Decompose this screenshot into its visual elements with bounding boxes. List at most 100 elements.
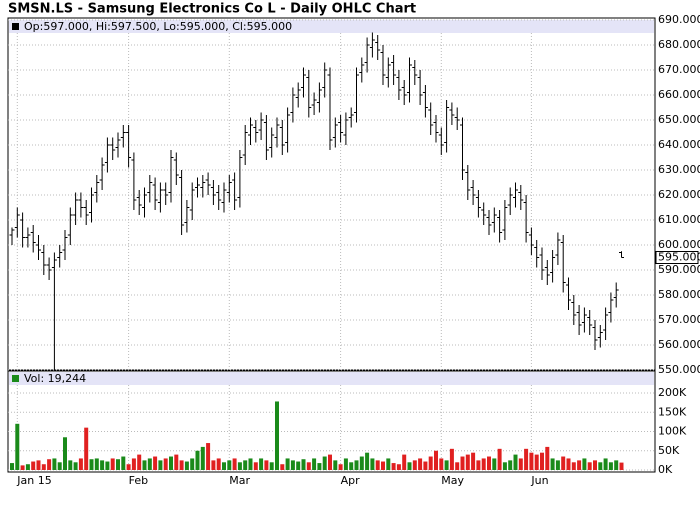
volume-bar <box>15 423 20 470</box>
volume-bar <box>121 456 126 470</box>
volume-bar <box>200 446 205 470</box>
volume-legend: Vol: 19,244 <box>24 372 86 385</box>
volume-bar <box>550 458 555 470</box>
volume-bar <box>444 460 449 470</box>
volume-bar <box>105 461 110 470</box>
volume-bar <box>296 461 301 470</box>
y-tick-label: 680.000 <box>658 38 700 51</box>
volume-bar <box>301 459 306 470</box>
volume-bar <box>566 458 571 470</box>
y-tick-label: 560.000 <box>658 338 700 351</box>
volume-bar <box>497 448 502 470</box>
volume-bar <box>481 458 486 470</box>
y-tick-label: 670.000 <box>658 63 700 76</box>
volume-bar <box>142 460 147 470</box>
y-tick-label: 620.000 <box>658 188 700 201</box>
volume-bar <box>418 458 423 470</box>
y-tick-label: 600.000 <box>658 238 700 251</box>
volume-bar <box>31 461 36 470</box>
volume-bar <box>158 460 163 470</box>
x-tick-label: May <box>441 474 464 487</box>
volume-bar <box>306 462 311 470</box>
volume-bar <box>614 460 619 470</box>
volume-bar <box>264 460 269 470</box>
volume-bar <box>349 462 354 470</box>
volume-bar <box>375 460 380 470</box>
volume-bar <box>513 454 518 470</box>
volume-bar <box>428 456 433 470</box>
volume-bar <box>25 464 30 470</box>
volume-tick-label: 50K <box>658 444 680 457</box>
volume-legend-band <box>9 372 654 385</box>
volume-bar <box>57 462 62 470</box>
volume-bar <box>47 459 52 470</box>
volume-bar <box>63 437 67 470</box>
volume-bar <box>603 458 608 470</box>
volume-bar <box>269 462 274 470</box>
volume-bar <box>153 456 158 470</box>
volume-bar <box>423 461 428 470</box>
volume-bar <box>84 427 89 470</box>
volume-bar <box>391 463 396 470</box>
volume-bar <box>206 443 211 470</box>
volume-bar <box>465 454 470 470</box>
close-label-box <box>655 251 699 264</box>
volume-bar <box>94 458 99 470</box>
volume-bar <box>312 458 317 470</box>
volume-bar <box>317 463 322 470</box>
volume-bar <box>211 460 216 470</box>
volume-bar <box>534 454 539 470</box>
volume-bar <box>577 460 582 470</box>
volume-bar <box>232 458 237 470</box>
y-tick-label: 690.000 <box>658 13 700 26</box>
volume-bar <box>561 456 566 470</box>
volume-swatch <box>12 375 19 382</box>
volume-bar <box>354 460 359 470</box>
volume-bar <box>439 458 444 470</box>
volume-bar <box>492 458 497 470</box>
volume-bar <box>386 458 391 470</box>
x-tick-label: Jun <box>530 474 548 487</box>
volume-bar <box>434 450 438 470</box>
volume-bar <box>524 448 529 470</box>
y-tick-label: 650.000 <box>658 113 700 126</box>
volume-tick-label: 0K <box>658 463 673 476</box>
volume-bar <box>290 460 295 470</box>
volume-bar <box>598 462 603 470</box>
legend-band <box>9 20 654 33</box>
legend-swatch <box>12 23 19 30</box>
volume-bar <box>396 464 401 470</box>
x-tick-label: Mar <box>229 474 250 487</box>
volume-bar <box>545 446 550 470</box>
close-label: 595.000 <box>658 251 700 264</box>
volume-bar <box>10 463 14 470</box>
y-tick-label: 610.000 <box>658 213 700 226</box>
volume-bar <box>518 458 523 470</box>
volume-bar <box>285 458 290 470</box>
y-tick-label: 550.000 <box>658 363 700 376</box>
volume-bar <box>370 458 375 470</box>
volume-bar <box>131 458 136 470</box>
volume-bar <box>365 452 370 470</box>
volume-bar <box>476 460 481 470</box>
volume-bar <box>190 458 195 470</box>
volume-bar <box>216 458 221 470</box>
volume-bar <box>137 454 142 470</box>
volume-bar <box>184 461 189 470</box>
volume-bar <box>52 458 57 470</box>
volume-bar <box>222 462 226 470</box>
volume-bar <box>455 462 460 470</box>
volume-bar <box>593 460 597 470</box>
volume-bar <box>343 458 348 470</box>
volume-bar <box>100 460 105 470</box>
volume-bar <box>280 464 285 470</box>
volume-bar <box>163 458 168 470</box>
volume-tick-label: 200K <box>658 386 687 399</box>
volume-bar <box>126 464 131 470</box>
volume-bar <box>582 458 587 470</box>
volume-bar <box>110 458 115 470</box>
volume-bar <box>359 456 364 470</box>
x-tick-label: Feb <box>129 474 148 487</box>
volume-bar <box>619 462 624 470</box>
